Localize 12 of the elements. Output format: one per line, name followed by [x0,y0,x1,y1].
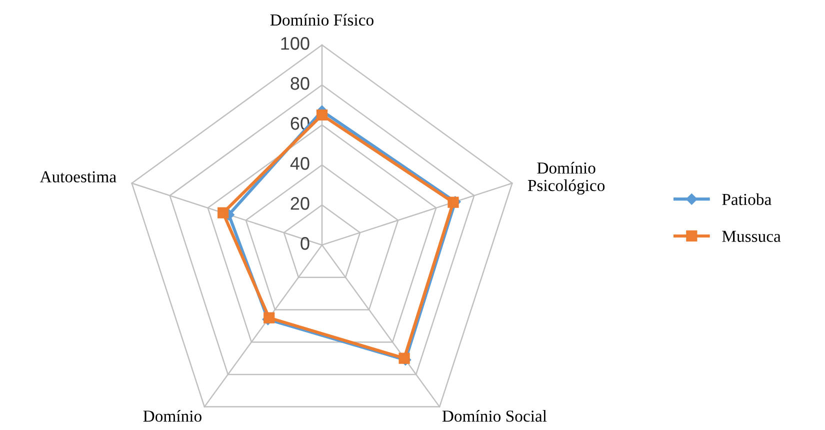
legend-label: Patioba [722,193,772,206]
legend-label: Mussuca [722,230,781,242]
spoke-label: Autoestima [40,171,116,182]
y-tick-label: 20 [290,197,310,210]
y-tick-label: 40 [290,157,310,170]
spoke-label: Domínio Psicológico [528,162,605,195]
y-tick-label: 80 [290,77,310,90]
y-tick-label: 100 [281,37,310,50]
y-tick-label: 0 [300,237,310,250]
spoke-label: Domínio Físico [270,14,374,26]
spoke-label: Domínio Social [442,410,547,422]
spoke-label: Domínio [143,410,202,422]
